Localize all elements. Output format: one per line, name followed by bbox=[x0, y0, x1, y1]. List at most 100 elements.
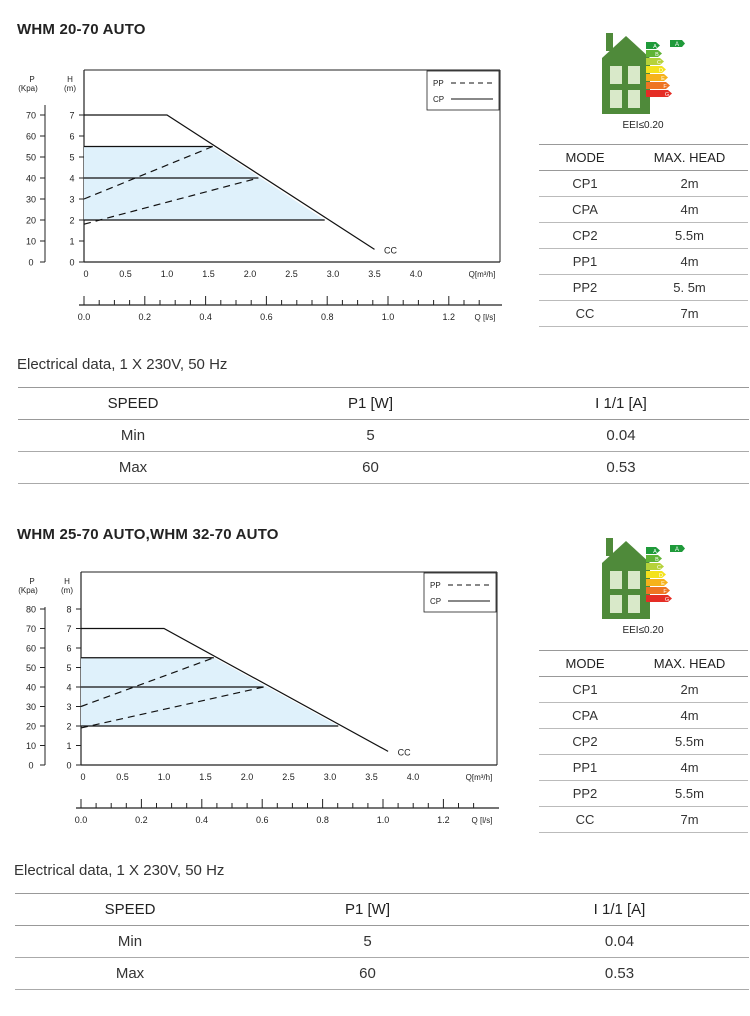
p-tick-label: 80 bbox=[26, 605, 36, 615]
section2-title: WHM 25-70 AUTO,WHM 32-70 AUTO bbox=[17, 526, 279, 543]
q-tick-label: 4.0 bbox=[410, 269, 423, 279]
window bbox=[610, 571, 622, 589]
ls-tick-label: 0.8 bbox=[321, 312, 334, 322]
speed-cell: Max bbox=[18, 451, 248, 484]
energy-class-letter: F bbox=[663, 589, 667, 595]
max-head-cell: 4m bbox=[631, 702, 748, 729]
q-tick-label: 0 bbox=[80, 772, 85, 782]
mode-row: CC 7m bbox=[539, 806, 748, 833]
p-tick-label: 60 bbox=[26, 132, 36, 142]
mode-row: CPA 4m bbox=[539, 702, 748, 729]
mode-row: CC 7m bbox=[539, 300, 748, 327]
h-tick-label: 6 bbox=[66, 644, 71, 654]
h-axis-unit: (m) bbox=[61, 586, 73, 595]
q-tick-label: 0 bbox=[83, 269, 88, 279]
q-tick-label: 3.5 bbox=[368, 269, 381, 279]
q-tick-label: 4.0 bbox=[407, 772, 420, 782]
electrical-row: Min 5 0.04 bbox=[18, 419, 749, 452]
p-tick-label: 40 bbox=[26, 174, 36, 184]
q-tick-label: 3.5 bbox=[365, 772, 378, 782]
p-axis-unit: (Kpa) bbox=[18, 84, 38, 93]
speed-column-header: SPEED bbox=[15, 893, 245, 926]
p-tick-label: 10 bbox=[26, 741, 36, 751]
energy-class-bar-g bbox=[646, 595, 672, 602]
mode-cell: CP2 bbox=[539, 222, 631, 249]
legend-label-pp: PP bbox=[430, 581, 441, 590]
curve-label-cc: CC bbox=[398, 747, 411, 757]
mode-row: PP2 5. 5m bbox=[539, 274, 748, 301]
electrical-row: Max 60 0.53 bbox=[15, 957, 749, 990]
p-tick-label: 70 bbox=[26, 111, 36, 121]
mode-cell: CP1 bbox=[539, 676, 631, 703]
window bbox=[610, 66, 622, 84]
energy-class-letter: G bbox=[665, 597, 669, 603]
p-tick-label: 50 bbox=[26, 663, 36, 673]
h-tick-label: 1 bbox=[69, 237, 74, 247]
energy-class-letter: E bbox=[661, 581, 665, 587]
rating-letter: A bbox=[675, 42, 679, 48]
eei-label: EEI≤0.20 bbox=[622, 625, 664, 636]
ls-axis-title: Q [l/s] bbox=[472, 816, 493, 825]
p-tick-label: 30 bbox=[26, 195, 36, 205]
ls-tick-label: 0.6 bbox=[260, 312, 273, 322]
energy-class-bar-f bbox=[646, 587, 670, 594]
current-column-header: I 1/1 [A] bbox=[493, 387, 749, 420]
max-head-cell: 4m bbox=[631, 196, 748, 223]
operating-region-fill bbox=[81, 657, 339, 726]
mode-row: CP1 2m bbox=[539, 676, 748, 703]
q-tick-label: 3.0 bbox=[324, 772, 337, 782]
energy-class-bar-e bbox=[646, 579, 668, 586]
h-axis-unit: (m) bbox=[64, 84, 76, 93]
window bbox=[628, 66, 640, 84]
energy-class-bar-d bbox=[646, 571, 666, 578]
rating-letter: A bbox=[675, 547, 679, 553]
window bbox=[628, 90, 640, 108]
mode-cell: CPA bbox=[539, 702, 631, 729]
p-tick-label: 40 bbox=[26, 683, 36, 693]
current-cell: 0.53 bbox=[490, 957, 749, 990]
operating-region-fill bbox=[84, 146, 325, 220]
mode-cell: CP2 bbox=[539, 728, 631, 755]
energy-class-letter: B bbox=[655, 557, 659, 563]
p-axis-title: P bbox=[29, 577, 34, 586]
ls-tick-label: 1.0 bbox=[382, 312, 395, 322]
h-tick-label: 7 bbox=[69, 111, 74, 121]
p-axis-unit: (Kpa) bbox=[18, 586, 38, 595]
energy-class-letter: D bbox=[659, 68, 663, 74]
mode-cell: CC bbox=[539, 806, 631, 833]
q-axis-title: Q[m³/h] bbox=[469, 270, 496, 279]
mode-row: CP2 5.5m bbox=[539, 728, 748, 755]
electrical-row: Max 60 0.53 bbox=[18, 451, 749, 484]
h-tick-label: 5 bbox=[66, 663, 71, 673]
window bbox=[610, 90, 622, 108]
p-axis-title: P bbox=[29, 75, 34, 84]
ls-tick-label: 1.0 bbox=[377, 815, 390, 825]
energy-class-letter: A bbox=[653, 549, 657, 555]
mode-row: PP1 4m bbox=[539, 754, 748, 781]
q-tick-label: 3.0 bbox=[327, 269, 340, 279]
legend-label-cp: CP bbox=[433, 95, 444, 104]
ls-axis-title: Q [l/s] bbox=[475, 313, 496, 322]
max-head-cell: 5.5m bbox=[631, 780, 748, 807]
h-tick-label: 3 bbox=[66, 702, 71, 712]
h-tick-label: 3 bbox=[69, 195, 74, 205]
h-tick-label: 2 bbox=[66, 722, 71, 732]
mode-row: PP1 4m bbox=[539, 248, 748, 275]
mode-row: CP1 2m bbox=[539, 170, 748, 197]
q-tick-label: 1.0 bbox=[158, 772, 171, 782]
energy-class-bar-a bbox=[646, 42, 660, 49]
q-axis-title: Q[m³/h] bbox=[466, 773, 493, 782]
q-tick-label: 1.0 bbox=[161, 269, 174, 279]
rating-arrow bbox=[670, 545, 685, 552]
chimney bbox=[606, 33, 613, 51]
max-head-cell: 2m bbox=[631, 170, 748, 197]
ls-tick-label: 0.0 bbox=[78, 312, 91, 322]
h-tick-label: 2 bbox=[69, 216, 74, 226]
q-tick-label: 2.5 bbox=[285, 269, 298, 279]
max-head-cell: 4m bbox=[631, 248, 748, 275]
q-tick-label: 1.5 bbox=[202, 269, 215, 279]
energy-class-letter: C bbox=[657, 60, 661, 66]
curve-label-cc: CC bbox=[384, 245, 397, 255]
energy-class-letter: G bbox=[665, 92, 669, 98]
